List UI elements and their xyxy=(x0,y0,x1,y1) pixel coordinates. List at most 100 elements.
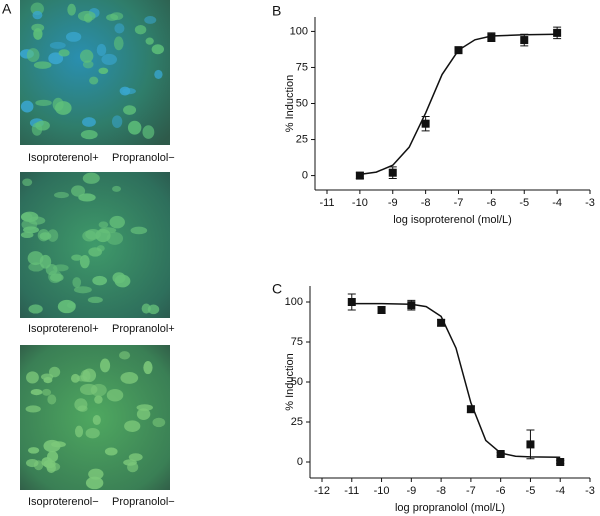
cell xyxy=(35,120,50,131)
cell xyxy=(98,221,109,229)
cell xyxy=(127,120,142,135)
cell xyxy=(33,61,52,69)
cell xyxy=(82,117,96,127)
y-tick-label: 75 xyxy=(291,336,303,348)
cell xyxy=(71,254,83,261)
cell xyxy=(48,52,64,65)
y-tick-label: 100 xyxy=(290,25,308,37)
point xyxy=(487,33,496,42)
cell xyxy=(151,44,165,55)
cell xyxy=(42,388,52,396)
cell xyxy=(98,67,109,75)
cell xyxy=(95,228,111,243)
cell xyxy=(85,476,104,490)
cell xyxy=(80,129,98,140)
panel-label: B xyxy=(272,3,281,19)
cell xyxy=(112,272,126,284)
cell xyxy=(142,125,155,139)
point xyxy=(520,36,529,45)
cell xyxy=(79,383,98,396)
cell xyxy=(57,299,76,314)
x-tick-label: -7 xyxy=(454,197,464,209)
point xyxy=(454,46,463,55)
cell xyxy=(127,462,139,473)
cell xyxy=(134,25,147,35)
cell xyxy=(65,31,82,42)
y-tick-label: 25 xyxy=(291,416,303,428)
cell xyxy=(47,451,59,463)
image-caption: Isoproterenol− xyxy=(28,496,99,508)
micrograph xyxy=(20,172,170,318)
point xyxy=(407,301,416,310)
x-tick-label: -10 xyxy=(374,485,390,497)
x-tick-label: -9 xyxy=(406,485,416,497)
x-tick-label: -9 xyxy=(388,197,398,209)
cell xyxy=(53,191,69,199)
point xyxy=(466,405,475,414)
cell xyxy=(43,459,56,469)
cell xyxy=(123,105,137,115)
x-axis-label: log isoproterenol (mol/L) xyxy=(393,214,512,226)
cell xyxy=(143,361,153,375)
image-caption: Isoproterenol+ xyxy=(28,152,99,164)
y-tick-label: 50 xyxy=(296,97,308,109)
x-tick-label: -11 xyxy=(319,197,334,209)
cell xyxy=(27,447,40,454)
point xyxy=(526,440,535,449)
x-axis-label: log propranolol (mol/L) xyxy=(395,502,505,514)
image-caption: Propranolol− xyxy=(112,496,175,508)
x-tick-label: -8 xyxy=(421,197,431,209)
cell xyxy=(130,226,148,235)
x-tick-label: -6 xyxy=(486,197,496,209)
cell xyxy=(119,351,131,360)
cell xyxy=(111,115,123,128)
fit-curve xyxy=(351,302,561,458)
y-tick-label: 100 xyxy=(285,296,303,308)
cell xyxy=(37,229,50,242)
cell xyxy=(85,428,100,439)
cell xyxy=(30,388,43,396)
cell xyxy=(21,212,33,222)
cell xyxy=(51,441,66,448)
image-caption: Propranolol+ xyxy=(112,323,175,335)
cell xyxy=(89,76,99,85)
cell xyxy=(71,185,86,197)
cell xyxy=(26,48,40,63)
cell xyxy=(106,14,119,21)
image-caption: Propranolol− xyxy=(112,152,175,164)
cell xyxy=(106,231,124,245)
cell xyxy=(33,460,44,471)
y-tick-label: 0 xyxy=(297,456,303,468)
x-tick-label: -3 xyxy=(585,485,595,497)
cell xyxy=(35,99,52,107)
cell xyxy=(82,230,97,242)
point xyxy=(347,298,356,306)
cell xyxy=(79,49,94,63)
cell xyxy=(28,304,43,314)
cell xyxy=(33,28,43,40)
point xyxy=(556,458,565,466)
cell xyxy=(113,36,124,51)
cell xyxy=(22,178,33,187)
cell xyxy=(106,388,124,402)
point xyxy=(437,318,446,327)
x-tick-label: -10 xyxy=(352,197,368,209)
cell xyxy=(145,37,154,45)
cell xyxy=(120,372,139,384)
point xyxy=(421,119,430,128)
x-tick-label: -6 xyxy=(496,485,506,497)
cell xyxy=(88,468,104,480)
point xyxy=(355,171,364,180)
x-tick-label: -11 xyxy=(344,485,359,497)
y-tick-label: 75 xyxy=(296,61,308,73)
cell xyxy=(73,286,92,294)
cell xyxy=(50,273,64,282)
x-tick-label: -3 xyxy=(585,197,595,209)
x-tick-label: -5 xyxy=(526,485,536,497)
cell xyxy=(109,215,125,229)
y-axis-label: % Induction xyxy=(284,353,296,410)
cell xyxy=(25,405,41,413)
y-tick-label: 25 xyxy=(296,133,308,145)
